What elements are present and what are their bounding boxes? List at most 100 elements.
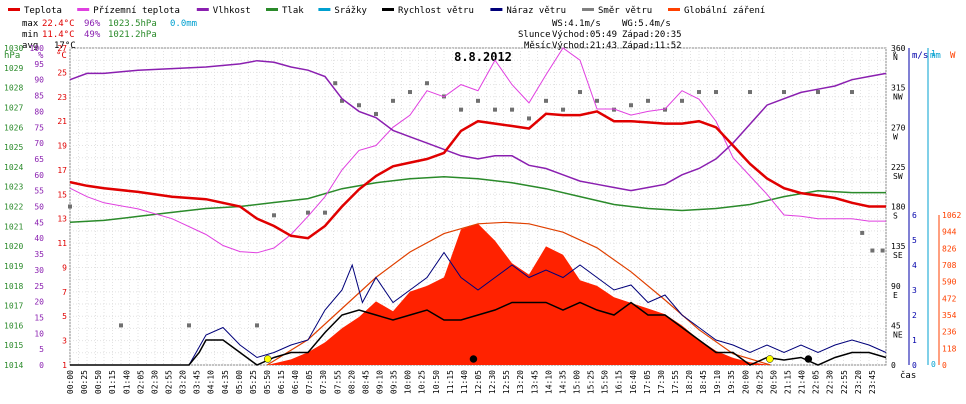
tick-humidity: 55 — [34, 187, 44, 196]
tick-time: 21:40 — [798, 370, 807, 394]
tick-time: 18:20 — [685, 370, 694, 394]
tick-time: 05:50 — [263, 370, 272, 394]
stat-min-humidity: 49% — [84, 30, 101, 40]
marker-moonrise — [804, 355, 813, 363]
tick-humidity: 80 — [34, 107, 44, 116]
series-wind-direction-point — [629, 103, 633, 108]
chart-title: 8.8.2012 — [454, 50, 512, 64]
info-mesic-zapad: Západ:11:52 — [622, 41, 682, 51]
series-wind-direction-point — [255, 323, 259, 328]
tick-time: 16:15 — [615, 370, 624, 394]
tick-wind: 1 — [912, 336, 917, 345]
series-wind-direction-point — [612, 107, 616, 112]
series-radiation — [267, 223, 771, 365]
axis-unit-time: čas — [900, 370, 916, 381]
tick-time: 21:15 — [784, 370, 793, 394]
series-wind-direction-point — [782, 90, 786, 95]
axis-unit-deg: ° — [892, 51, 897, 61]
series-wind-direction-point — [578, 90, 582, 95]
tick-time: 20:00 — [741, 370, 750, 394]
tick-humidity: 0 — [39, 361, 44, 370]
tick-wind: 3 — [912, 286, 917, 295]
series-wind-direction-point — [272, 213, 276, 218]
legend-label: Tlak — [282, 6, 304, 16]
tick-pressure: 1026 — [4, 123, 23, 132]
stat-min-pressure: 1021.2hPa — [108, 30, 157, 40]
axis-unit-mm: mm — [930, 51, 941, 61]
tick-time: 12:55 — [502, 370, 511, 394]
tick-time: 15:25 — [587, 370, 596, 394]
tick-time: 04:10 — [207, 370, 216, 394]
legend-swatch — [382, 8, 394, 11]
tick-time: 02:55 — [164, 370, 173, 394]
tick-humidity: 40 — [34, 234, 44, 243]
tick-pressure: 1021 — [4, 222, 23, 231]
series-wind-direction-point — [680, 98, 684, 103]
legend-swatch — [490, 8, 503, 11]
legend-label: Náraz větru — [506, 6, 566, 16]
tick-radiation: 118 — [942, 344, 957, 353]
tick-radiation: 708 — [942, 261, 957, 270]
tick-humidity: 25 — [34, 282, 44, 291]
tick-time: 08:45 — [361, 370, 370, 394]
legend-swatch — [8, 8, 20, 11]
legend-label: Vlhkost — [213, 6, 251, 16]
tick-time: 05:25 — [249, 370, 258, 394]
tick-time: 20:25 — [755, 370, 764, 394]
tick-pressure: 1014 — [4, 361, 23, 370]
tick-time: 13:45 — [530, 370, 539, 394]
tick-humidity: 35 — [34, 250, 44, 259]
tick-time: 19:10 — [713, 370, 722, 394]
axis-unit-degc: °C — [56, 51, 67, 61]
legend-swatch — [668, 8, 680, 11]
tick-time: 09:35 — [390, 370, 399, 394]
tick-radiation: 236 — [942, 328, 957, 337]
tick-time: 11:15 — [446, 370, 455, 394]
tick-time: 07:55 — [333, 370, 342, 394]
tick-time: 17:05 — [643, 370, 652, 394]
tick-pressure: 1029 — [4, 64, 23, 73]
tick-time: 14:10 — [544, 370, 553, 394]
tick-pressure: 1020 — [4, 242, 23, 251]
tick-rain: 1 — [931, 49, 936, 58]
tick-time: 14:35 — [558, 370, 567, 394]
tick-pressure: 1024 — [4, 163, 23, 172]
legend-label: Přízemní teplota — [93, 6, 180, 16]
tick-humidity: 65 — [34, 155, 44, 164]
legend-swatch — [196, 8, 209, 11]
tick-time: 00:25 — [80, 370, 89, 394]
stat-avg-label: avg — [22, 41, 38, 51]
tick-direction-name: S — [893, 212, 898, 221]
tick-pressure: 1016 — [4, 321, 23, 330]
legend-swatch — [582, 8, 594, 11]
legend-label: Teplota — [24, 6, 62, 16]
tick-time: 23:20 — [854, 370, 863, 394]
tick-direction-name: N — [893, 53, 898, 62]
tick-time: 23:45 — [868, 370, 877, 394]
tick-pressure: 1030 — [4, 44, 23, 53]
axis-unit-hpa: hPa — [4, 51, 20, 61]
tick-direction: 360 — [891, 44, 906, 53]
tick-time: 13:20 — [516, 370, 525, 394]
series-wind-direction-point — [333, 81, 338, 86]
series-wind-direction-point — [340, 98, 344, 103]
tick-radiation: 472 — [942, 294, 957, 303]
series-wind-direction-point — [697, 90, 701, 95]
series-wind-direction-point — [663, 107, 667, 112]
tick-pressure: 1022 — [4, 203, 23, 212]
series-humidity — [69, 59, 887, 192]
legend-swatch — [77, 8, 90, 11]
legend-label: Rychlost větru — [398, 6, 474, 16]
tick-time: 09:10 — [376, 370, 385, 394]
stat-max-humidity: 96% — [84, 19, 101, 29]
tick-time: 00:50 — [94, 370, 103, 394]
tick-time: 17:30 — [657, 370, 666, 394]
tick-humidity: 45 — [34, 218, 44, 227]
series-wind-direction-point — [544, 98, 548, 103]
info-slunce-label: Slunce — [518, 30, 551, 40]
tick-wind: 6 — [912, 211, 917, 220]
tick-temperature: 13 — [57, 215, 67, 224]
legend-label: Směr větru — [598, 6, 652, 16]
tick-direction-name: SE — [893, 251, 903, 260]
series-wind-speed — [70, 301, 887, 366]
